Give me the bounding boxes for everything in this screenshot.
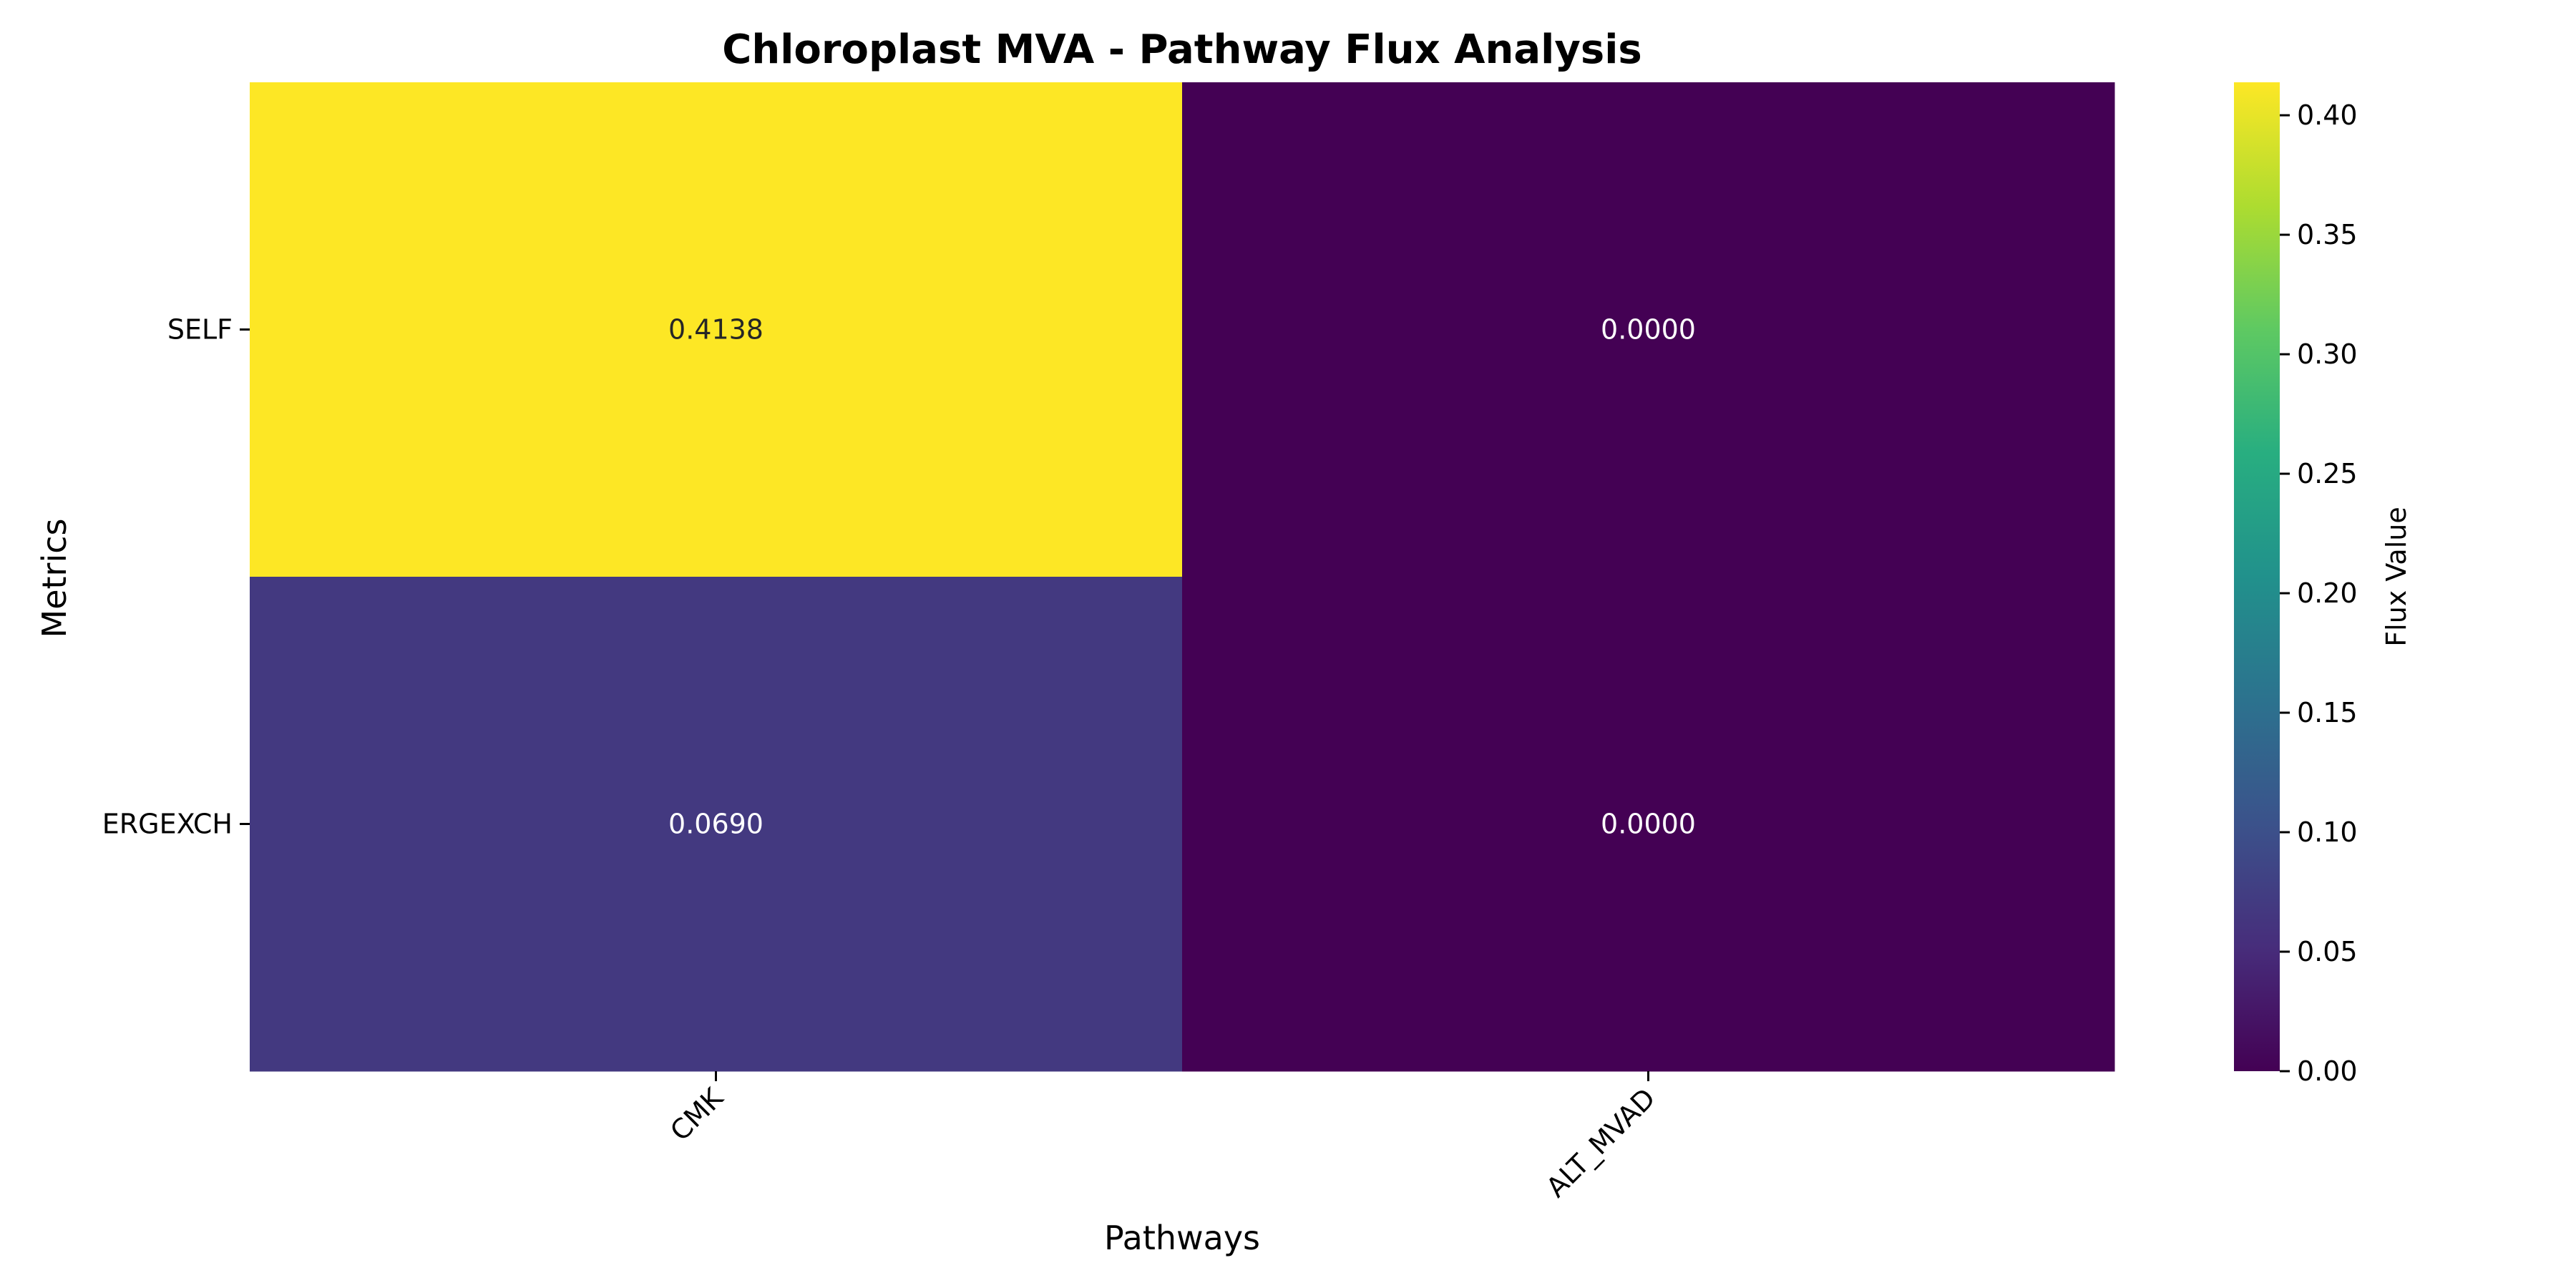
colorbar-tick-label: 0.15 (2297, 697, 2358, 728)
heatmap-cell (1182, 82, 2115, 577)
colorbar-tick-label: 0.40 (2297, 99, 2358, 131)
heatmap-cell (1182, 577, 2115, 1072)
heatmap-cell (250, 577, 1183, 1072)
colorbar-label: Flux Value (2381, 507, 2412, 646)
y-tick-label: ERGEXCH (102, 809, 233, 840)
heatmap-cell-labels: 0.4138 0.0000 0.0690 0.0000 (668, 314, 1696, 840)
x-axis-ticks: CMK ALT_MVAD (664, 1071, 1662, 1204)
colorbar-ticks: 0.00 0.05 0.10 0.15 0.20 0.25 0.30 0.35 0.40 (2280, 99, 2358, 1087)
colorbar-tick-label: 0.05 (2297, 936, 2358, 967)
colorbar (2234, 82, 2280, 1071)
colorbar-tick-label: 0.30 (2297, 338, 2358, 370)
heatmap-cells (250, 82, 2115, 1072)
colorbar-tick-label: 0.25 (2297, 458, 2358, 489)
heatmap-cell (250, 82, 1183, 577)
y-axis-ticks: SELF ERGEXCH (102, 314, 250, 840)
colorbar-tick-label: 0.20 (2297, 577, 2358, 609)
x-tick-label: ALT_MVAD (1540, 1082, 1662, 1204)
y-axis-label: Metrics (35, 519, 74, 638)
heatmap-cell-value: 0.0000 (1601, 314, 1696, 346)
x-tick-label: CMK (664, 1081, 729, 1146)
y-tick-label: SELF (167, 314, 233, 346)
chart-title: Chloroplast MVA - Pathway Flux Analysis (722, 26, 1641, 73)
heatmap-cell-value: 0.0690 (668, 809, 763, 840)
heatmap-cell-value: 0.4138 (668, 314, 763, 346)
colorbar-tick-label: 0.00 (2297, 1055, 2358, 1087)
colorbar-tick-label: 0.10 (2297, 816, 2358, 848)
heatmap-cell-value: 0.0000 (1601, 809, 1696, 840)
x-axis-label: Pathways (1104, 1219, 1260, 1257)
colorbar-tick-label: 0.35 (2297, 219, 2358, 250)
